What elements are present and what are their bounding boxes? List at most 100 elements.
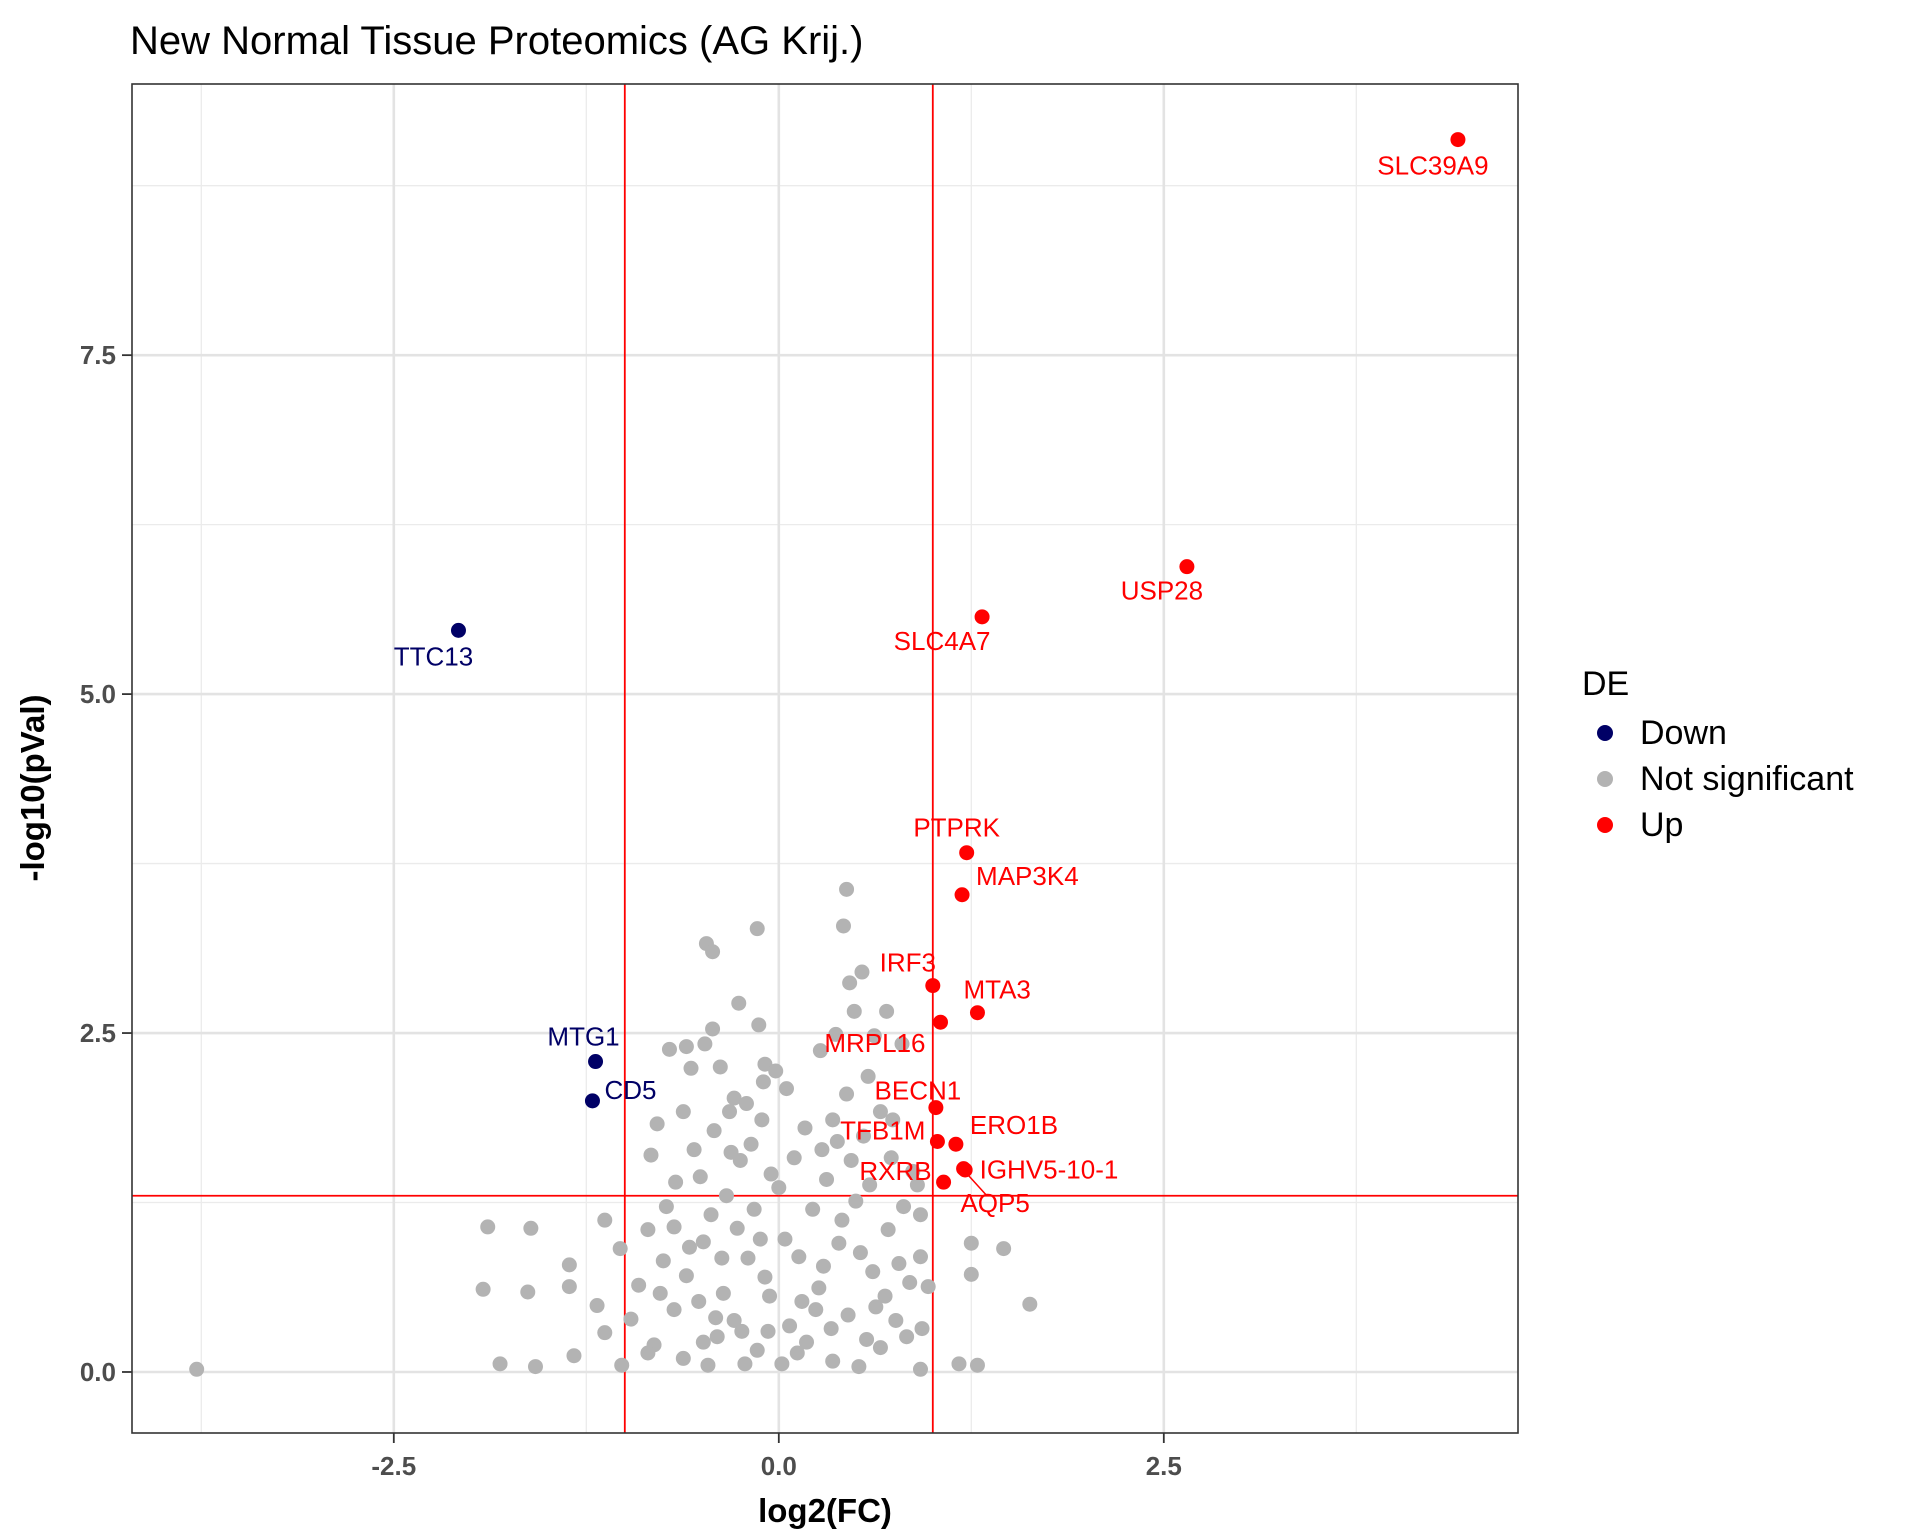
data-point — [851, 1359, 867, 1375]
data-point — [712, 1059, 728, 1075]
data-point — [969, 1005, 985, 1021]
data-point — [777, 1231, 793, 1247]
data-point — [757, 1056, 773, 1072]
data-point — [914, 1321, 930, 1337]
data-point — [752, 1231, 768, 1247]
data-point — [757, 1269, 773, 1285]
data-point — [675, 1104, 691, 1120]
data-point — [722, 1104, 738, 1120]
x-tick-label: -2.5 — [371, 1451, 416, 1481]
point-label: IRF3 — [880, 948, 936, 978]
data-point — [948, 1136, 964, 1152]
data-point — [854, 964, 870, 980]
data-point — [731, 995, 747, 1011]
data-point — [597, 1212, 613, 1228]
data-point — [692, 1169, 708, 1185]
data-point — [963, 1235, 979, 1251]
data-point — [189, 1361, 205, 1377]
data-point — [797, 1120, 813, 1136]
data-point — [909, 1177, 925, 1193]
data-point — [888, 1312, 904, 1328]
point-label: BECN1 — [875, 1076, 962, 1106]
data-point — [643, 1147, 659, 1163]
point-label: RXRB — [859, 1156, 931, 1186]
data-point — [649, 1116, 665, 1132]
data-point — [655, 1253, 671, 1269]
data-point — [894, 1036, 910, 1052]
data-point — [686, 1142, 702, 1158]
threshold-lines — [132, 84, 1518, 1433]
data-point — [523, 1220, 539, 1236]
data-point — [661, 1041, 677, 1057]
data-point — [885, 1112, 901, 1128]
data-point — [791, 1249, 807, 1265]
point-label: SLC4A7 — [894, 626, 991, 656]
data-point — [862, 1177, 878, 1193]
data-point — [779, 1081, 794, 1097]
data-point — [666, 1219, 682, 1235]
data-point — [825, 1112, 841, 1128]
data-point — [891, 1256, 907, 1272]
data-point — [666, 1302, 682, 1318]
data-point — [691, 1293, 707, 1309]
data-point — [933, 1014, 948, 1030]
data-point — [839, 1086, 855, 1102]
data-point — [865, 1264, 881, 1280]
data-point — [683, 1060, 699, 1076]
data-point — [929, 1134, 945, 1150]
data-point — [718, 1188, 734, 1204]
data-point — [697, 1036, 713, 1052]
data-point — [912, 1207, 928, 1223]
data-point — [912, 1249, 928, 1265]
data-point — [1022, 1296, 1038, 1312]
data-point — [812, 1043, 828, 1059]
data-point — [925, 978, 941, 994]
data-point — [709, 1329, 725, 1345]
data-point — [734, 1323, 750, 1339]
point-label: AQP5 — [960, 1188, 1029, 1218]
data-point — [740, 1250, 756, 1266]
data-point — [755, 1074, 771, 1090]
data-point — [715, 1285, 731, 1301]
data-point — [726, 1312, 742, 1328]
y-tick-label: 2.5 — [80, 1018, 116, 1048]
point-label: PTPRK — [913, 813, 1000, 843]
data-point — [852, 1245, 868, 1261]
data-point — [959, 845, 975, 861]
data-point — [896, 1199, 912, 1215]
data-point — [839, 881, 855, 897]
point-label: MAP3K4 — [976, 861, 1079, 891]
y-tick-label: 0.0 — [80, 1357, 116, 1387]
data-point — [843, 1152, 859, 1168]
data-point — [678, 1268, 694, 1284]
y-tick-label: 7.5 — [80, 340, 116, 370]
data-point — [808, 1302, 824, 1318]
legend-label: Down — [1640, 714, 1727, 752]
data-point — [527, 1359, 543, 1375]
y-axis-label: -log10(pVal) — [14, 694, 51, 881]
data-point — [905, 1163, 921, 1179]
data-point — [584, 1093, 600, 1109]
data-point — [1450, 132, 1466, 148]
point-label: TTC13 — [394, 641, 473, 671]
data-point — [768, 1063, 784, 1079]
data-point — [678, 1039, 694, 1055]
chart-title: New Normal Tissue Proteomics (AG Krij.) — [130, 19, 863, 63]
data-point — [936, 1174, 952, 1190]
data-points — [189, 132, 1466, 1377]
data-point — [737, 1356, 753, 1372]
data-point — [860, 1068, 876, 1084]
data-point — [928, 1100, 944, 1116]
data-point — [879, 1003, 895, 1019]
data-point — [814, 1142, 830, 1158]
data-point — [640, 1345, 656, 1361]
data-point — [825, 1353, 841, 1369]
data-point — [957, 1162, 973, 1178]
data-point — [695, 1234, 711, 1250]
data-point — [848, 1193, 864, 1209]
data-point — [749, 1342, 765, 1358]
label-leader-line — [966, 1173, 988, 1197]
data-point — [883, 1150, 899, 1166]
data-point — [561, 1257, 577, 1273]
data-point — [705, 1021, 721, 1037]
